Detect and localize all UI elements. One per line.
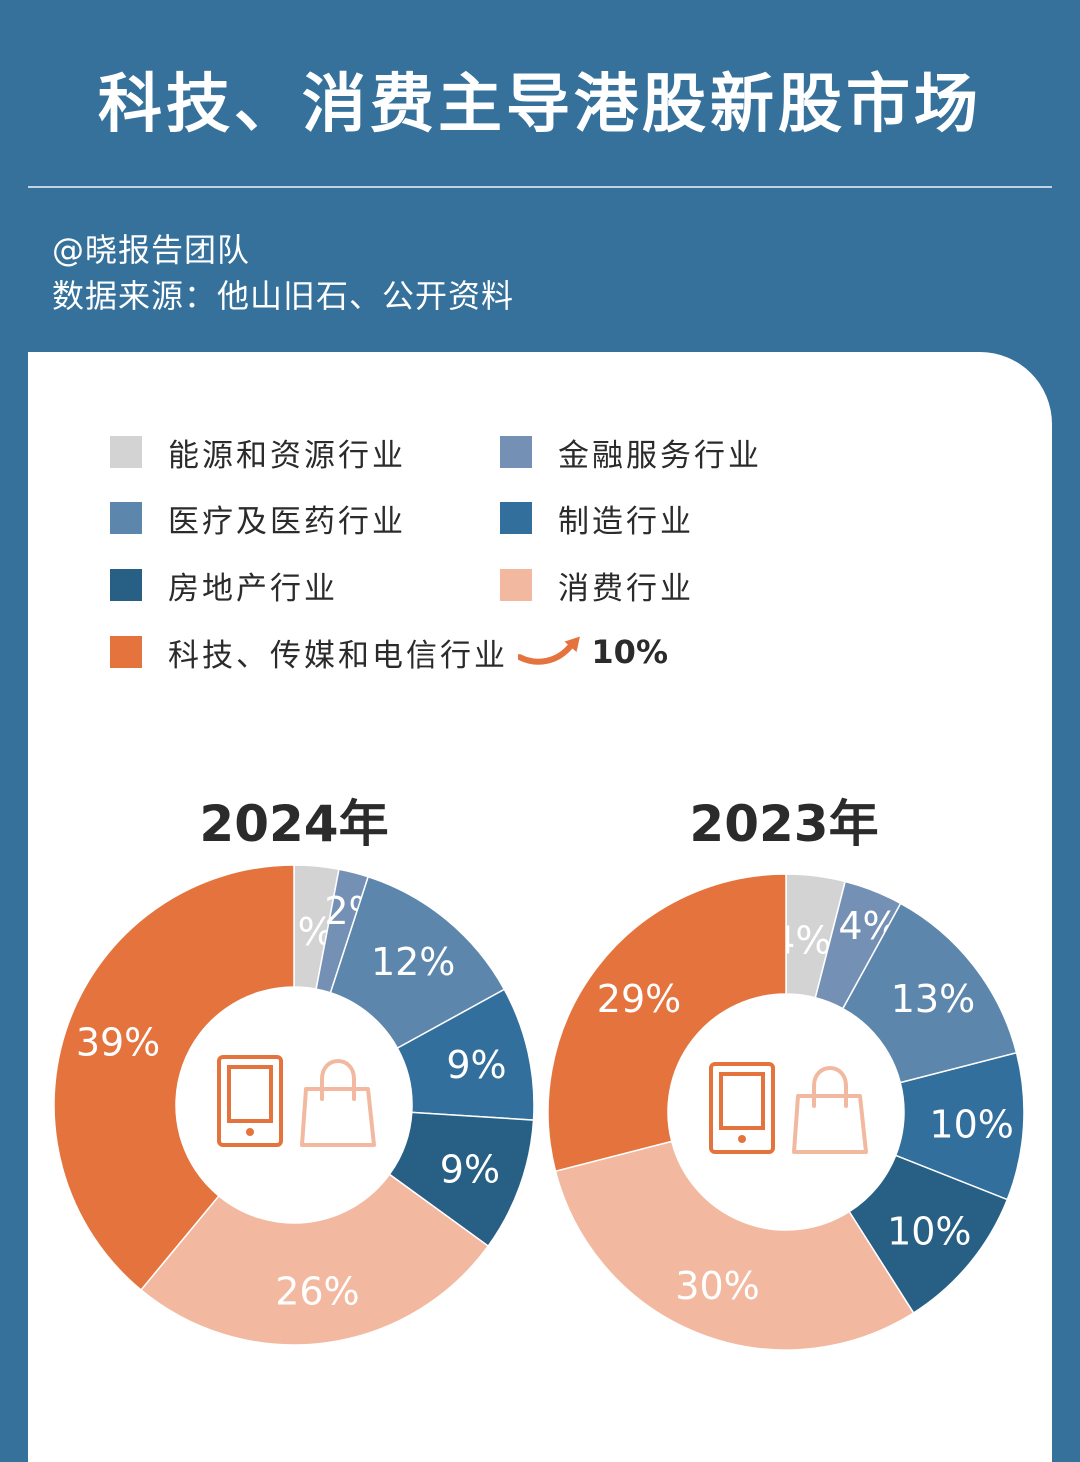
legend-swatch (110, 436, 142, 468)
legend-item-energy: 能源和资源行业 (110, 434, 406, 474)
data-label: 26% (275, 1270, 359, 1314)
data-label: 39% (76, 1021, 160, 1065)
legend-swatch (110, 569, 142, 601)
title-divider (28, 186, 1052, 188)
legend-item-manufacturing: 制造行业 (500, 500, 694, 540)
data-label: 10% (887, 1210, 971, 1254)
legend-label: 制造行业 (558, 503, 694, 540)
donut-slice (139, 1173, 490, 1346)
legend-item-tmt: 科技、传媒和电信行业 (110, 634, 508, 674)
legend-label: 医疗及医药行业 (168, 503, 406, 540)
legend-item-healthcare: 医疗及医药行业 (110, 500, 406, 540)
legend-swatch (500, 502, 532, 534)
data-label: 30% (675, 1264, 759, 1308)
data-source: 数据来源：他山旧石、公开资料 (52, 277, 515, 315)
donut-chart-2023: 4% 4%13%10%10%30%29% (547, 873, 1025, 1351)
legend-swatch (110, 636, 142, 668)
page-title: 科技、消费主导港股新股市场 (98, 68, 982, 142)
donut-slice (547, 873, 787, 1173)
tablet-icon (217, 1055, 283, 1147)
chart-title-2024: 2024年 (199, 795, 389, 853)
donut-slice (53, 864, 295, 1291)
shopping-bag-icon (792, 1066, 868, 1154)
shopping-bag-icon (300, 1059, 376, 1147)
legend-swatch (500, 569, 532, 601)
data-label: 10% (929, 1103, 1013, 1147)
legend-label: 金融服务行业 (558, 437, 762, 474)
legend-swatch (110, 502, 142, 534)
tablet-icon (709, 1062, 775, 1154)
data-label: 13% (891, 977, 975, 1021)
legend-item-real-estate: 房地产行业 (110, 567, 338, 607)
legend-item-finance: 金融服务行业 (500, 434, 762, 474)
data-label: 9% (440, 1147, 500, 1191)
curved-up-arrow-icon (518, 636, 580, 665)
data-label: 12% (371, 940, 455, 984)
data-label: 29% (597, 977, 681, 1021)
data-label: 9% (446, 1043, 506, 1087)
legend-label: 能源和资源行业 (168, 437, 406, 474)
legend-swatch (500, 436, 532, 468)
donut-slice (841, 902, 1018, 1084)
legend-label: 房地产行业 (168, 570, 338, 607)
tmt-growth-indicator: 10% (518, 630, 668, 674)
author-credit: @晓报告团队 (52, 231, 251, 269)
chart-title-2023: 2023年 (689, 795, 879, 853)
growth-value: 10% (591, 633, 668, 671)
legend-item-consumer: 消费行业 (500, 567, 694, 607)
donut-chart-2024: 3%2%12%9%9%26%39% (53, 864, 535, 1346)
donut-slice (554, 1140, 915, 1351)
legend-label: 科技、传媒和电信行业 (168, 637, 508, 674)
legend-label: 消费行业 (558, 570, 694, 607)
donut-slice (329, 875, 506, 1050)
